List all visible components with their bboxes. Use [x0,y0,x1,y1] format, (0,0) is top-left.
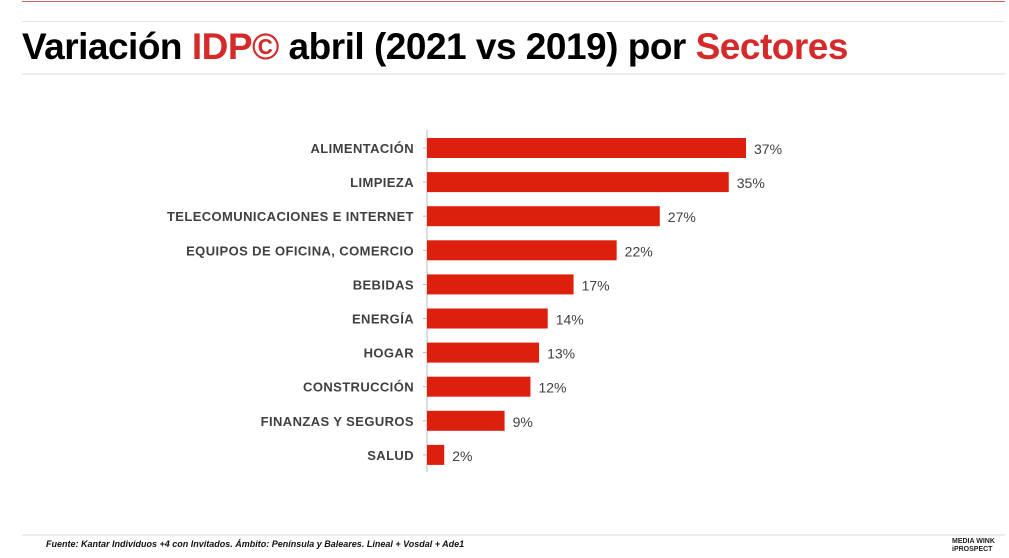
bar [427,274,574,295]
bar [427,444,445,465]
value-label: 12% [538,380,566,396]
bar [427,172,729,193]
title-text: abril (2021 vs 2019) por [278,26,696,67]
divider [22,534,1005,536]
value-label: 2% [452,448,472,464]
value-label: 27% [668,209,696,225]
bar [427,376,531,397]
category-label: ALIMENTACIÓN [311,141,415,156]
category-label: CONSTRUCCIÓN [303,380,414,395]
category-label: BEBIDAS [353,277,414,292]
top-accent-line [22,1,1005,2]
title-highlight: Sectores [695,26,849,67]
value-label: 13% [547,346,575,362]
bar [427,308,548,329]
value-label: 37% [754,141,782,157]
category-label: HOGAR [364,346,415,361]
category-label: LIMPIEZA [350,175,414,190]
logo-line: MEDIA WINK [952,538,995,545]
value-label: 17% [582,277,610,293]
page-title: Variación IDP© abril (2021 vs 2019) por … [22,26,848,68]
source-note: Fuente: Kantar Individuos +4 con Invitad… [46,539,465,549]
title-text: Variación [22,26,192,67]
title-highlight: IDP© [191,26,279,67]
logo-line: iPROSPECT [952,546,993,553]
bar [427,240,617,261]
value-label: 14% [556,312,584,328]
category-label: EQUIPOS DE OFICINA, COMERCIO [186,243,414,258]
brand-logo: MEDIA WINK iPROSPECT [952,538,995,554]
value-label: 22% [625,243,653,259]
divider [22,73,1005,75]
bar [427,138,746,158]
divider [22,21,1005,22]
category-label: FINANZAS Y SEGUROS [261,414,414,429]
category-label: ENERGÍA [352,312,414,327]
value-label: 9% [513,414,533,430]
bar [427,206,660,227]
bar [427,410,505,431]
bar [427,342,540,363]
value-label: 35% [737,175,765,191]
category-label: TELECOMUNICACIONES E INTERNET [167,209,414,224]
category-label: SALUD [367,448,414,463]
